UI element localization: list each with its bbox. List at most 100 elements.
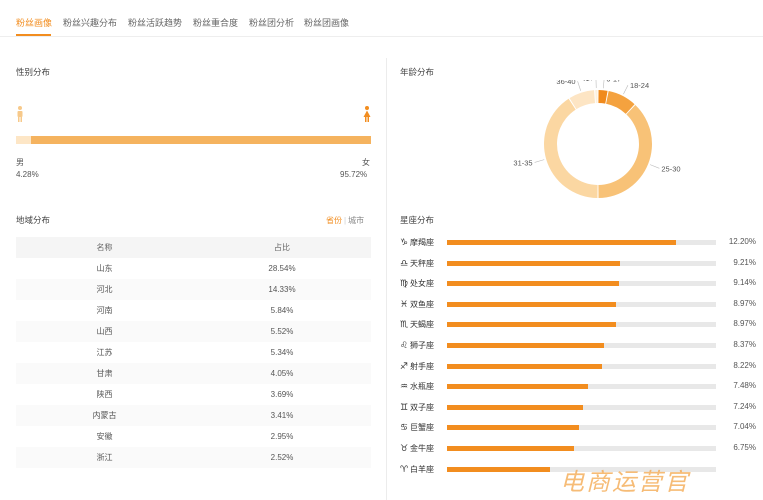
constellation-row: ♓ 双鱼座 8.97%	[400, 296, 758, 316]
region-share: 4.05%	[270, 369, 294, 378]
constellation-name: 狮子座	[410, 341, 434, 350]
constellation-row: ♊ 双子座 7.24%	[400, 399, 758, 419]
age-label-31-35: 31-35	[513, 158, 532, 167]
constellation-name: 天秤座	[410, 258, 434, 268]
header-name: 名称	[96, 243, 113, 252]
zodiac-icon: ♏	[400, 319, 409, 330]
zodiac-icon: ♊	[400, 401, 409, 412]
constellation-bar-track	[447, 322, 716, 328]
age-label-36-40: 36-40	[556, 80, 575, 86]
constellation-name: 白羊座	[410, 464, 434, 474]
age-slice-31-35[interactable]	[544, 98, 598, 198]
constellation-bar-track	[447, 343, 716, 348]
tab-fan-interests[interactable]: 粉丝兴趣分布	[63, 18, 118, 28]
region-name: 江苏	[96, 348, 113, 357]
region-share: 3.41%	[270, 411, 294, 420]
zodiac-icon: ♓	[400, 298, 409, 309]
constellation-bar	[447, 404, 584, 410]
region-name: 甘肃	[96, 369, 113, 378]
age-slice-18-24[interactable]	[606, 91, 635, 114]
constellation-bar-track	[447, 384, 716, 390]
male-label: 男	[16, 158, 24, 167]
age-donut-chart: 6-17 18-24 25-30 31-35 36-40 41+	[513, 80, 681, 198]
age-label-leader	[534, 159, 545, 163]
region-share: 2.52%	[270, 453, 294, 462]
constellation-bar	[447, 322, 616, 328]
constellation-name: 天蝎座	[410, 320, 434, 330]
age-slice-25-30[interactable]	[598, 105, 652, 198]
gender-ratio-bar	[16, 136, 371, 144]
male-share-segment	[16, 136, 32, 144]
region-name: 河北	[96, 285, 113, 294]
constellation-bar	[447, 384, 588, 390]
region-toggle: 省份 | 城市	[326, 215, 364, 226]
age-label-41+: 41+	[581, 80, 594, 83]
region-share: 5.34%	[270, 348, 294, 357]
constellation-bar	[447, 446, 574, 451]
tab-fan-overlap[interactable]: 粉丝重合度	[193, 18, 239, 28]
constellation-bar-track	[447, 425, 716, 431]
constellation-name: 双鱼座	[410, 299, 434, 309]
constellation-percent: 8.97%	[733, 298, 756, 308]
watermark: 电商运营官	[560, 468, 690, 496]
constellation-row: ♐ 射手座 8.22%	[400, 358, 758, 378]
zodiac-icon: ♌	[400, 340, 409, 350]
region-share: 28.54%	[268, 264, 296, 273]
table-row: 陕西 3.69%	[16, 384, 371, 405]
constellation-percent: 7.48%	[733, 381, 756, 391]
tab-fan-activity[interactable]: 粉丝活跃趋势	[128, 18, 183, 28]
constellation-row: ♒ 水瓶座 7.48%	[400, 378, 758, 398]
constellation-bar-track	[447, 301, 716, 307]
constellation-percent: 12.20%	[728, 237, 756, 246]
region-name: 陕西	[96, 390, 113, 399]
constellation-bar	[447, 343, 605, 348]
tab-fan-portrait[interactable]: 粉丝画像	[16, 18, 53, 28]
age-slice-6-17[interactable]	[598, 90, 608, 104]
constellation-name: 巨蟹座	[410, 423, 434, 433]
constellation-bar	[447, 301, 616, 307]
constellation-row: ♌ 狮子座 8.37%	[400, 337, 758, 357]
female-percent: 95.72%	[340, 170, 368, 179]
age-slice-41+[interactable]	[595, 90, 598, 104]
tab-fan-group-analysis[interactable]: 粉丝团分析	[249, 18, 295, 28]
constellation-row: ♎ 天秤座 9.21%	[400, 255, 758, 275]
constellation-name: 金牛座	[410, 444, 434, 453]
region-name: 内蒙古	[92, 411, 117, 420]
table-row: 浙江 2.52%	[16, 447, 371, 468]
zodiac-icon: ♑	[400, 237, 409, 247]
age-label-18-24: 18-24	[630, 81, 649, 90]
constellation-percent: 6.75%	[733, 443, 756, 452]
constellation-row: ♍ 处女座 9.14%	[400, 275, 758, 295]
constellation-name: 处女座	[410, 279, 434, 289]
age-label-leader	[649, 164, 660, 169]
table-row: 山西 5.52%	[16, 321, 371, 342]
toggle-separator: |	[344, 216, 347, 225]
region-share: 3.69%	[270, 390, 294, 399]
constellation-bar	[447, 260, 621, 266]
region-table: 名称 占比 山东 28.54% 河北 14.33% 河南 5.84% 山西 5.52% …	[16, 237, 371, 468]
tab-fan-group-portrait[interactable]: 粉丝团画像	[304, 18, 350, 28]
table-row: 江苏 5.34%	[16, 342, 371, 363]
zodiac-icon: ♉	[400, 443, 409, 453]
zodiac-icon: ♍	[400, 278, 409, 289]
constellation-bar	[447, 466, 551, 472]
zodiac-icon: ♐	[400, 360, 409, 371]
active-tab-indicator	[16, 34, 51, 36]
constellation-name: 摩羯座	[410, 238, 434, 247]
age-slice-36-40[interactable]	[569, 90, 596, 110]
constellation-percent: 7.24%	[733, 401, 756, 411]
constellation-name: 水瓶座	[410, 382, 434, 392]
age-label-leader	[577, 81, 581, 91]
zodiac-icon: ♎	[400, 257, 409, 268]
age-label-leader	[623, 85, 629, 95]
header-share: 占比	[274, 243, 290, 252]
table-row: 安徽 2.95%	[16, 426, 371, 447]
table-row: 山东 28.54%	[16, 258, 371, 279]
region-share: 2.95%	[270, 432, 294, 441]
city-toggle[interactable]: 城市	[348, 216, 365, 225]
province-toggle[interactable]: 省份	[326, 216, 342, 225]
region-name: 安徽	[96, 432, 113, 441]
male-percent: 4.28%	[16, 170, 39, 179]
column-divider	[386, 58, 387, 500]
table-header: 名称 占比	[16, 237, 371, 258]
